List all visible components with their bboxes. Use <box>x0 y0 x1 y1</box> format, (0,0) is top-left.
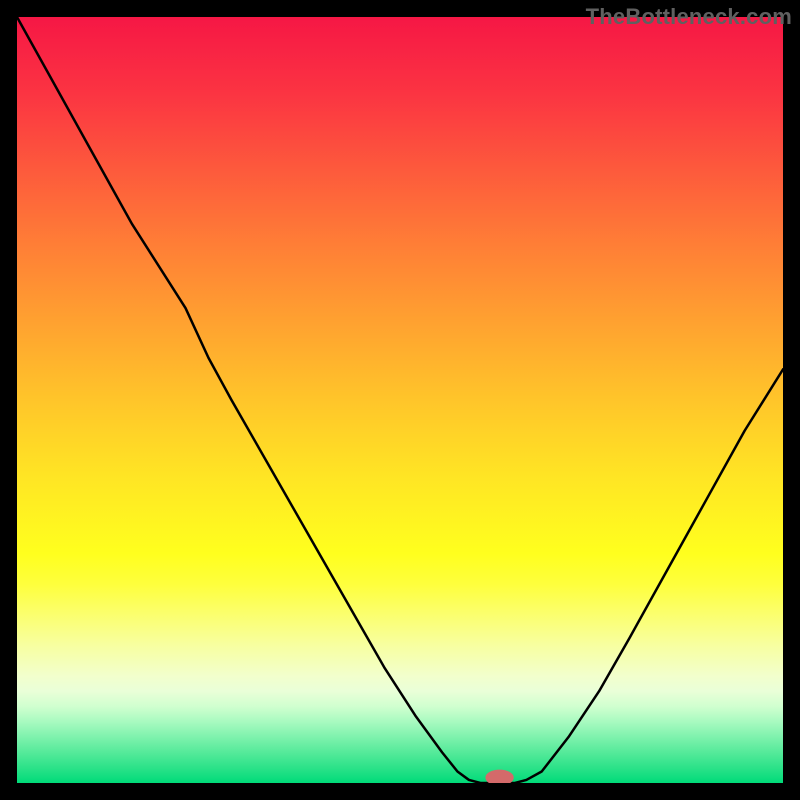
chart-frame: TheBottleneck.com <box>0 0 800 800</box>
plot-svg <box>17 17 783 783</box>
gradient-background <box>17 17 783 783</box>
watermark-text: TheBottleneck.com <box>586 4 792 30</box>
optimal-point-marker <box>486 770 514 783</box>
plot-area <box>17 17 783 783</box>
